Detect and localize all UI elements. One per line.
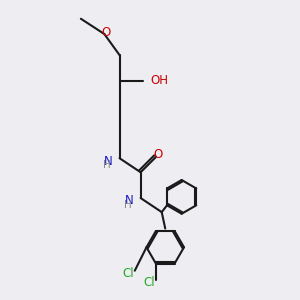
Text: H: H xyxy=(124,200,132,210)
Text: N: N xyxy=(125,194,134,207)
Text: OH: OH xyxy=(150,74,168,87)
Text: O: O xyxy=(101,26,111,39)
Text: Cl: Cl xyxy=(122,266,134,280)
Text: H: H xyxy=(103,160,110,170)
Text: N: N xyxy=(104,154,112,167)
Text: O: O xyxy=(154,148,163,161)
Text: Cl: Cl xyxy=(143,276,154,289)
